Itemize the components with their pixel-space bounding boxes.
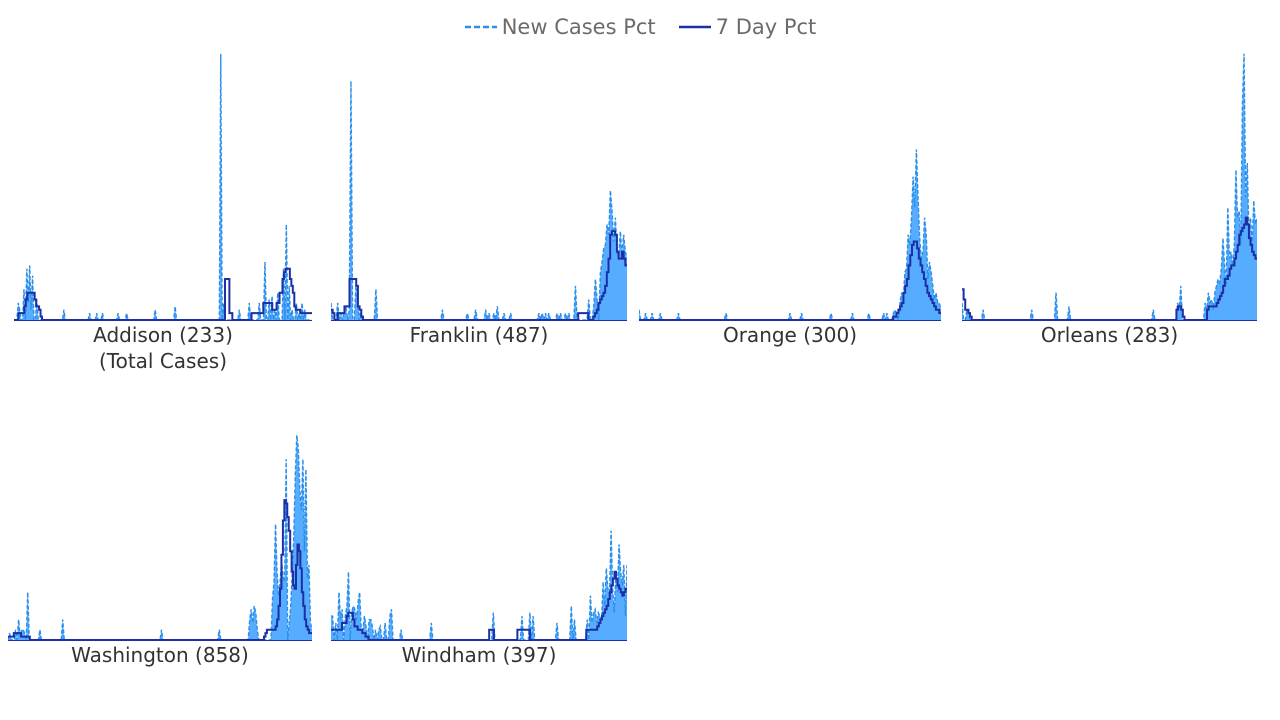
- chart-title-washington: Washington (858): [71, 643, 249, 667]
- chart-title-orleans: Orleans (283): [1040, 323, 1179, 347]
- chart-plot-washington: [8, 435, 312, 641]
- chart-panel-franklin: Franklin (487): [331, 46, 627, 381]
- line-seven-day-washington: [8, 499, 312, 641]
- legend-item-seven-day: 7 Day Pct: [678, 15, 817, 39]
- legend-swatch-new-cases: [464, 25, 497, 29]
- line-new-cases-windham: [331, 530, 627, 641]
- line-new-cases-addison: [14, 53, 312, 321]
- chart-label-orange: Orange (300): [639, 322, 941, 348]
- area-new-cases-orleans: [962, 53, 1257, 321]
- area-new-cases-washington: [8, 435, 312, 641]
- chart-title-orange: Orange (300): [722, 323, 858, 347]
- chart-plot-addison: [14, 53, 312, 321]
- area-new-cases-franklin: [331, 81, 627, 321]
- chart-legend: New Cases Pct 7 Day Pct: [0, 10, 1280, 44]
- chart-label-orleans: Orleans (283): [962, 322, 1257, 348]
- chart-label-washington: Washington (858): [8, 642, 312, 668]
- chart-plot-franklin: [331, 81, 627, 321]
- chart-panel-orleans: Orleans (283): [962, 46, 1257, 381]
- line-new-cases-washington: [8, 435, 312, 641]
- chart-label-addison: Addison (233) (Total Cases): [14, 322, 312, 374]
- legend-swatch-seven-day: [678, 25, 711, 29]
- legend-item-new-cases: New Cases Pct: [464, 15, 656, 39]
- chart-plot-windham: [331, 530, 627, 641]
- chart-panel-washington: Washington (858): [8, 366, 312, 701]
- chart-plot-orleans: [962, 53, 1257, 321]
- chart-panel-orange: Orange (300): [639, 46, 941, 381]
- legend-label-new-cases: New Cases Pct: [501, 15, 656, 39]
- chart-panel-addison: Addison (233) (Total Cases): [14, 46, 312, 381]
- line-seven-day-addison: [14, 267, 312, 321]
- chart-title-franklin: Franklin (487): [409, 323, 549, 347]
- line-new-cases-orange: [639, 149, 941, 321]
- chart-label-windham: Windham (397): [331, 642, 627, 668]
- area-new-cases-addison: [14, 53, 312, 321]
- chart-title-windham: Windham (397): [401, 643, 557, 667]
- chart-title-addison: Addison (233): [93, 323, 233, 347]
- line-seven-day-orange: [639, 240, 941, 321]
- legend-label-seven-day: 7 Day Pct: [715, 15, 817, 39]
- chart-plot-orange: [639, 149, 941, 321]
- chart-label-franklin: Franklin (487): [331, 322, 627, 348]
- chart-subtitle-addison: (Total Cases): [98, 349, 228, 373]
- chart-panel-windham: Windham (397): [331, 366, 627, 701]
- area-new-cases-windham: [331, 530, 627, 641]
- line-new-cases-franklin: [331, 81, 627, 321]
- area-new-cases-orange: [639, 149, 941, 321]
- line-new-cases-orleans: [962, 53, 1257, 321]
